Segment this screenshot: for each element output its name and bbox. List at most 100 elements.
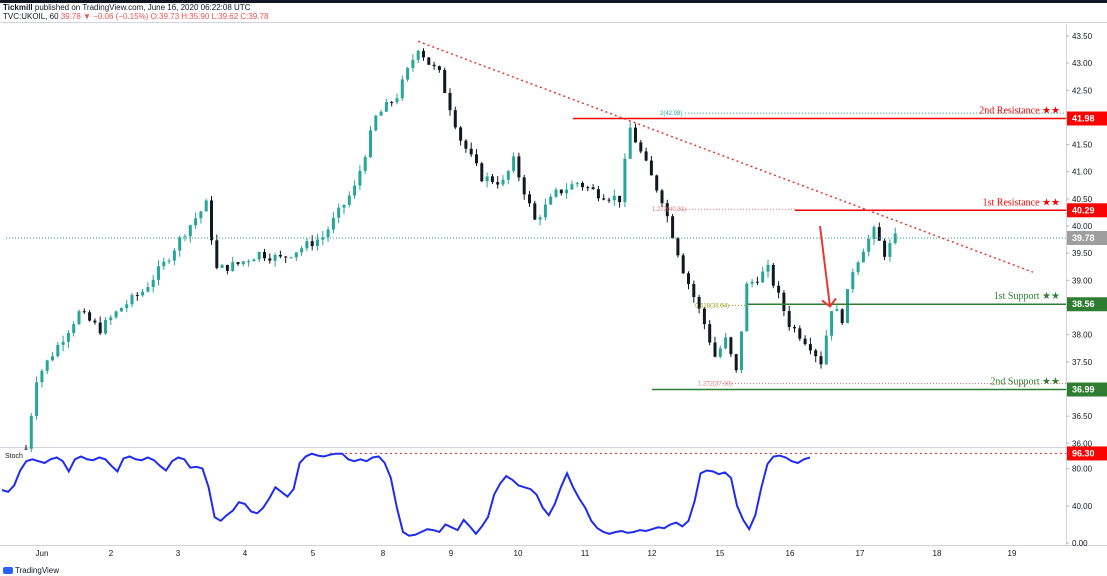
candle-body bbox=[114, 311, 118, 318]
time-tick-label: 15 bbox=[716, 549, 725, 558]
publisher-name: Tickmill bbox=[3, 3, 33, 12]
candle-body bbox=[777, 285, 781, 293]
candle-body bbox=[257, 251, 261, 260]
level-label: 2nd Resistance ★★ bbox=[979, 106, 1060, 117]
candle-body bbox=[247, 261, 251, 263]
candle-body bbox=[856, 262, 860, 273]
price-tick-label: 37.50 bbox=[1072, 358, 1093, 367]
level-axis-value: 41.98 bbox=[1072, 114, 1095, 124]
stoch-tick-label: 80.00 bbox=[1072, 465, 1093, 474]
candle-body bbox=[135, 294, 139, 296]
candle-body bbox=[294, 252, 298, 258]
candle-body bbox=[141, 291, 145, 296]
candle-body bbox=[374, 115, 378, 131]
candle-body bbox=[851, 272, 855, 290]
candle-body bbox=[681, 255, 685, 274]
candle-body bbox=[406, 68, 410, 80]
candle-body bbox=[411, 59, 415, 69]
candle-body bbox=[119, 307, 123, 312]
fib-label: 1.272(40.31) bbox=[652, 207, 686, 213]
candle-body bbox=[533, 203, 537, 220]
candle-body bbox=[151, 279, 155, 287]
candle-body bbox=[422, 50, 425, 58]
candle-body bbox=[835, 309, 839, 312]
time-tick-label: 12 bbox=[648, 549, 657, 558]
candle-body bbox=[241, 261, 245, 265]
price-tick-label: 40.50 bbox=[1072, 195, 1093, 204]
time-tick-label: 11 bbox=[581, 549, 590, 558]
candle-body bbox=[459, 127, 463, 141]
candle-body bbox=[326, 229, 330, 238]
candle-body bbox=[734, 354, 738, 371]
candle-body bbox=[861, 251, 865, 263]
candle-body bbox=[172, 250, 176, 261]
price-tick-label: 39.00 bbox=[1072, 276, 1093, 285]
time-tick-label: 17 bbox=[856, 549, 865, 558]
candle-body bbox=[284, 256, 288, 258]
candle-body bbox=[814, 350, 818, 357]
candle-body bbox=[697, 297, 701, 309]
candle-body bbox=[586, 187, 590, 189]
candle-body bbox=[575, 182, 579, 185]
footer: TradingView bbox=[3, 566, 59, 575]
candle-body bbox=[793, 327, 796, 329]
candle-body bbox=[543, 204, 547, 218]
stoch-tick-label: 0.00 bbox=[1072, 539, 1088, 548]
candle-body bbox=[729, 337, 733, 355]
candle-body bbox=[867, 238, 871, 252]
candle-body bbox=[549, 196, 553, 205]
candle-body bbox=[649, 160, 653, 176]
price-tick-label: 36.00 bbox=[1072, 439, 1093, 448]
candle-body bbox=[565, 189, 569, 194]
candle-body bbox=[400, 79, 404, 99]
candle-body bbox=[554, 189, 558, 197]
quote-values: 39.78 ▼ −0.06 (−0.15%) O:39.73 H:35.90 L… bbox=[60, 12, 269, 21]
candle-body bbox=[167, 260, 171, 262]
candle-body bbox=[538, 217, 542, 220]
candle-body bbox=[798, 328, 802, 339]
candle-body bbox=[883, 240, 887, 257]
candle-body bbox=[162, 261, 166, 267]
candle-body bbox=[528, 194, 531, 204]
candle-body bbox=[231, 262, 235, 271]
level-axis-badge bbox=[1067, 111, 1107, 126]
candle-body bbox=[225, 264, 229, 271]
candle-body bbox=[687, 273, 690, 284]
candle-body bbox=[379, 111, 383, 116]
candle-body bbox=[628, 127, 632, 159]
candle-body bbox=[581, 182, 584, 188]
candle-body bbox=[305, 241, 309, 249]
time-tick-label: 5 bbox=[311, 549, 316, 558]
candle-body bbox=[194, 218, 198, 226]
candle-body bbox=[469, 148, 473, 155]
candle-body bbox=[443, 70, 447, 93]
time-tick-label: 2 bbox=[109, 549, 114, 558]
candle-body bbox=[639, 142, 643, 152]
candle-body bbox=[300, 248, 304, 253]
candle-body bbox=[263, 251, 266, 259]
quote-line: TVC:UKOIL, 60 39.78 ▼ −0.06 (−0.15%) O:3… bbox=[3, 12, 268, 21]
candle-body bbox=[671, 216, 675, 239]
candle-body bbox=[130, 294, 134, 305]
candle-body bbox=[766, 264, 770, 272]
candle-body bbox=[570, 184, 574, 190]
last-price-badge bbox=[1067, 230, 1107, 245]
time-tick-label: 9 bbox=[449, 549, 454, 558]
candle-body bbox=[893, 233, 897, 244]
candle-body bbox=[559, 189, 563, 194]
forecast-arrow bbox=[819, 225, 831, 307]
candle-body bbox=[702, 308, 706, 325]
candle-body bbox=[787, 311, 791, 328]
candle-body bbox=[480, 163, 484, 182]
candle-body bbox=[183, 236, 187, 238]
candle-body bbox=[427, 57, 431, 65]
candle-body bbox=[363, 157, 367, 171]
candle-body bbox=[316, 239, 319, 247]
candle-body bbox=[819, 356, 823, 365]
candle-body bbox=[188, 225, 192, 237]
candle-body bbox=[337, 207, 341, 218]
candle-body bbox=[713, 342, 717, 357]
candle-body bbox=[210, 200, 213, 241]
candle-body bbox=[634, 127, 637, 143]
stoch-line bbox=[1, 452, 811, 537]
